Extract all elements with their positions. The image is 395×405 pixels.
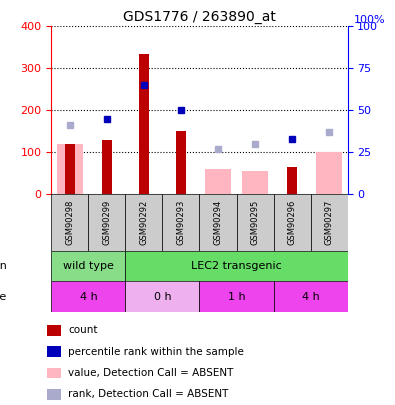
Bar xyxy=(316,152,342,194)
Text: percentile rank within the sample: percentile rank within the sample xyxy=(68,347,244,356)
Bar xyxy=(162,194,199,251)
Bar xyxy=(47,325,61,335)
Bar xyxy=(176,131,186,194)
Bar xyxy=(126,194,162,251)
Bar xyxy=(205,169,231,194)
Text: strain: strain xyxy=(0,261,7,271)
Bar xyxy=(237,194,274,251)
Bar xyxy=(57,144,83,194)
Bar xyxy=(47,389,61,400)
Text: 4 h: 4 h xyxy=(79,292,97,302)
Text: GSM90298: GSM90298 xyxy=(65,200,74,245)
Bar xyxy=(51,194,88,251)
Text: 4 h: 4 h xyxy=(302,292,320,302)
Bar xyxy=(242,171,268,194)
Text: wild type: wild type xyxy=(63,261,114,271)
Bar xyxy=(65,144,75,194)
Bar xyxy=(139,53,149,194)
Text: GSM90295: GSM90295 xyxy=(250,200,260,245)
Text: GSM90296: GSM90296 xyxy=(288,200,297,245)
Text: 0 h: 0 h xyxy=(154,292,171,302)
Text: GSM90297: GSM90297 xyxy=(325,200,334,245)
Polygon shape xyxy=(18,259,36,274)
Text: GSM90292: GSM90292 xyxy=(139,200,149,245)
Bar xyxy=(287,167,297,194)
Bar xyxy=(47,368,61,378)
Bar xyxy=(199,194,237,251)
Text: GSM90293: GSM90293 xyxy=(177,200,186,245)
Bar xyxy=(126,251,348,281)
Bar xyxy=(126,281,199,312)
Text: GSM90294: GSM90294 xyxy=(213,200,222,245)
Text: count: count xyxy=(68,325,98,335)
Bar xyxy=(51,251,126,281)
Text: rank, Detection Call = ABSENT: rank, Detection Call = ABSENT xyxy=(68,389,228,399)
Bar xyxy=(199,281,274,312)
Bar xyxy=(88,194,126,251)
Polygon shape xyxy=(18,289,36,304)
Bar xyxy=(47,346,61,357)
Title: GDS1776 / 263890_at: GDS1776 / 263890_at xyxy=(123,10,276,24)
Text: LEC2 transgenic: LEC2 transgenic xyxy=(191,261,282,271)
Bar xyxy=(274,194,310,251)
Text: GSM90299: GSM90299 xyxy=(102,200,111,245)
Bar xyxy=(274,281,348,312)
Text: value, Detection Call = ABSENT: value, Detection Call = ABSENT xyxy=(68,368,233,378)
Text: 1 h: 1 h xyxy=(228,292,245,302)
Bar xyxy=(51,281,126,312)
Bar xyxy=(102,140,112,194)
Text: time: time xyxy=(0,292,7,302)
Bar xyxy=(310,194,348,251)
Text: 100%: 100% xyxy=(354,15,385,25)
